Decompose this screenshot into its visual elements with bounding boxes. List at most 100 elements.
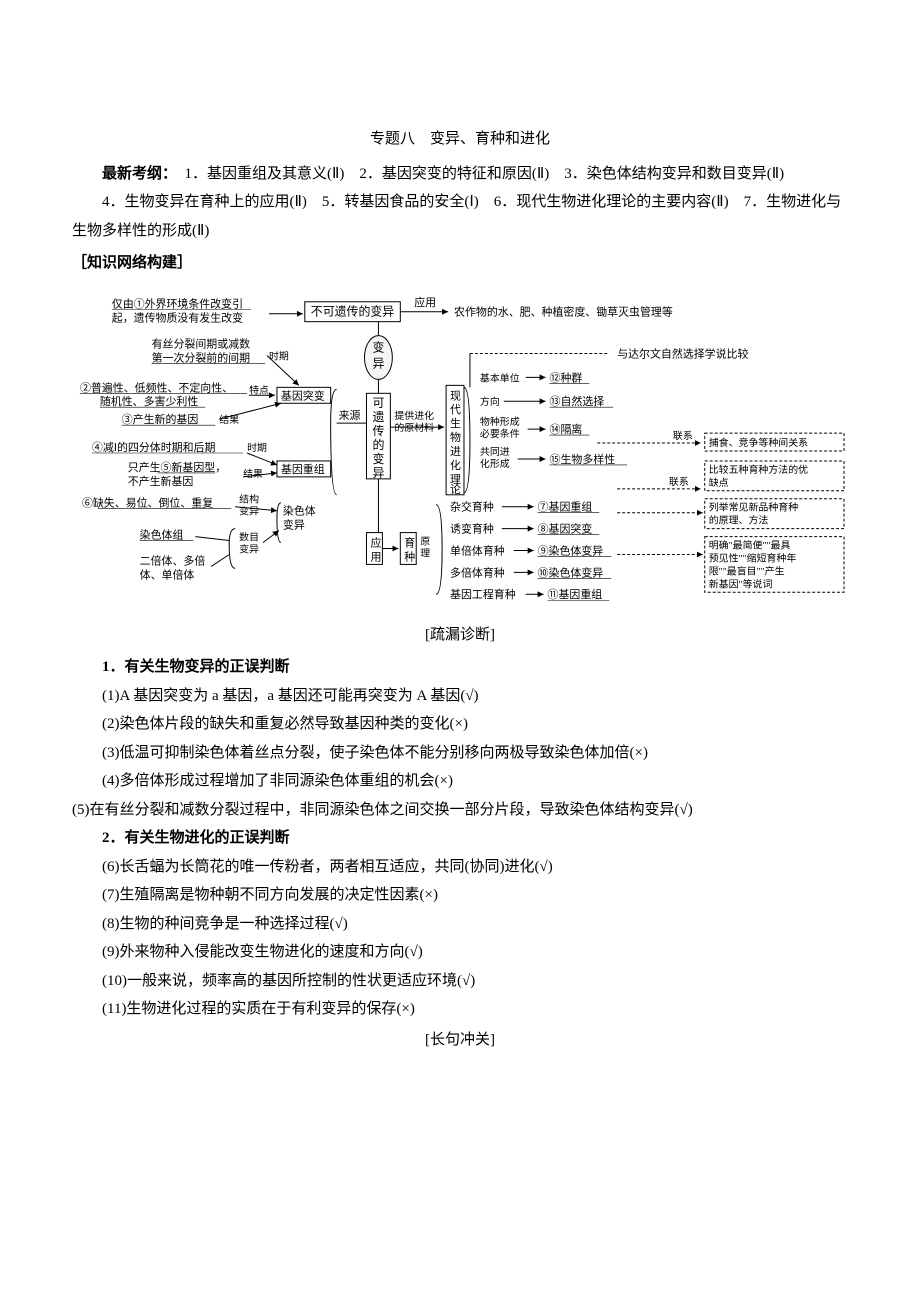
d1l1: 比较五种育种方法的优 (709, 462, 808, 475)
nh-box: 不可遗传的变异 (311, 304, 395, 318)
rec-t: ④减Ⅰ的四分体时期和后期 (92, 440, 216, 454)
chrom-n2: 变异 (239, 542, 259, 555)
mut-f-arr: 特点 (249, 384, 269, 396)
evo-unit-v: ⑫种群 (550, 370, 583, 384)
nh-left-l1: 仅由①外界环境条件改变引 (112, 296, 243, 310)
br1l: 杂交育种 (450, 499, 494, 513)
d2l1: 列举常见新品种育种 (709, 500, 799, 513)
q1-3: (3)低温可抑制染色体着丝点分裂，使子染色体不能分别移向两极导致染色体加倍(×) (72, 739, 848, 768)
her-c1: 可 (372, 396, 384, 410)
mut-r: ③产生新的基因 (122, 412, 199, 426)
bottom-subhead: [长句冲关] (72, 1026, 848, 1055)
br4r: ⑩染色体变异 (538, 565, 604, 579)
her-c6: 异 (372, 465, 384, 479)
evo-c6: 化 (450, 457, 461, 471)
rec-r1: 只产生⑤新基因型， (128, 459, 226, 473)
her-c2: 遗 (372, 410, 384, 424)
nh-right: 农作物的水、肥、种植密度、锄草灭虫管理等 (454, 304, 673, 318)
evo-spec2: 必要条件 (480, 427, 520, 440)
knowledge-diagram: 仅由①外界环境条件改变引 起，遗传物质没有发生改变 不可遗传的变异 应用 农作物… (72, 293, 848, 613)
evo-compare: 与达尔文自然选择学说比较 (617, 346, 748, 360)
evo-dir-v: ⑬自然选择 (550, 394, 605, 408)
outline-label: 最新考纲： (102, 166, 170, 182)
network-heading: ［知识网络构建］ (72, 249, 848, 278)
source-lbl: 来源 (339, 408, 361, 422)
q1-5: (5)在有丝分裂和减数分裂过程中，非同源染色体之间交换一部分片段，导致染色体结构… (72, 796, 848, 825)
outline-line2: 4．生物变异在育种上的应用(Ⅱ) 5．转基因食品的安全(Ⅰ) 6．现代生物进化理… (72, 188, 848, 245)
nh-app-lbl: 应用 (414, 294, 436, 308)
q2-7: (7)生殖隔离是物种朝不同方向发展的决定性因素(×) (72, 881, 848, 910)
evo-coev-v: ⑮生物多样性 (550, 451, 616, 465)
rec-r2: 不产生新基因 (128, 473, 194, 487)
rec-box: 基因重组 (281, 461, 325, 475)
evo-spec1: 物种形成 (480, 415, 520, 428)
diag-subhead: [疏漏诊断] (72, 621, 848, 650)
q1-head: 1．有关生物变异的正误判断 (72, 653, 848, 682)
breed-c2: 种 (404, 549, 415, 563)
chrom-big-l2: 变异 (283, 517, 305, 531)
q1-1: (1)A 基因突变为 a 基因，a 基因还可能再突变为 A 基因(√) (72, 682, 848, 711)
evo-unit-l: 基本单位 (480, 371, 520, 384)
link2: 联系 (669, 475, 689, 487)
chrom-p1: 二倍体、多倍 (140, 553, 206, 567)
evo-dir-l: 方向 (480, 395, 500, 408)
br1r: ⑦基因重组 (538, 499, 593, 513)
evo-c8: 论 (450, 481, 461, 495)
d3l1: 明确"最简便""最具 (709, 538, 791, 551)
br3r: ⑨染色体变异 (538, 543, 604, 557)
evo-c3: 生 (450, 416, 461, 430)
chrom-s: ⑥缺失、易位、倒位、重复 (82, 495, 213, 509)
evo-c5: 进 (450, 444, 461, 457)
evo-c1: 现 (450, 389, 461, 402)
chrom-grp: 染色体组 (140, 527, 184, 541)
chrom-big-l1: 染色体 (283, 503, 316, 517)
q2-6: (6)长舌蝠为长筒花的唯一传粉者，两者相互适应，共同(协同)进化(√) (72, 853, 848, 882)
mut-f2: 随机性、多害少利性 (100, 394, 198, 408)
her-c4: 的 (372, 438, 384, 452)
q1-2: (2)染色体片段的缺失和重复必然导致基因种类的变化(×) (72, 710, 848, 739)
evo-spec-v: ⑭隔离 (550, 422, 583, 436)
rec-r-arr: 结果 (243, 466, 263, 479)
nh-left-l2: 起，遗传物质没有发生改变 (112, 310, 243, 324)
chrom-p2: 体、单倍体 (140, 567, 195, 581)
q2-10: (10)一般来说，频率高的基因所控制的性状更适应环境(√) (72, 967, 848, 996)
her-c3: 传 (372, 424, 384, 438)
prov1: 提供进化 (394, 409, 434, 422)
q2-9: (9)外来物种入侵能改变生物进化的速度和方向(√) (72, 938, 848, 967)
evo-c4: 物 (450, 430, 461, 444)
mut-f1: ②普遍性、低频性、不定向性、 (80, 380, 233, 394)
her-c5: 变 (372, 451, 384, 465)
link1: 联系 (673, 430, 693, 442)
princ1: 原 (420, 535, 430, 547)
outline-text1: 1．基因重组及其意义(Ⅱ) 2．基因突变的特征和原因(Ⅱ) 3．染色体结构变异和… (170, 166, 785, 182)
outline-line1: 最新考纲： 1．基因重组及其意义(Ⅱ) 2．基因突变的特征和原因(Ⅱ) 3．染色… (72, 160, 848, 189)
d2l2: 的原理、方法 (709, 513, 769, 526)
rel-box: 捕食、竞争等种间关系 (709, 436, 808, 449)
d3l3: 限""最盲目""产生 (709, 564, 785, 577)
evo-c2: 代 (450, 403, 461, 416)
doc-title: 专题八 变异、育种和进化 (72, 125, 848, 154)
mut-t1: 有丝分裂间期或减数 (152, 336, 250, 350)
br5l: 基因工程育种 (450, 587, 516, 601)
br4l: 多倍体育种 (450, 565, 505, 579)
rec-t-arr: 时期 (247, 442, 267, 454)
mut-box: 基因突变 (281, 388, 325, 402)
var-char2: 异 (372, 356, 384, 370)
breed-c1: 育 (404, 535, 415, 549)
br2r: ⑧基因突变 (538, 521, 593, 535)
chrom-s-a1: 结构 (239, 492, 259, 505)
app-c1: 应 (370, 535, 381, 549)
princ2: 理 (420, 547, 430, 559)
chrom-s-a2: 变异 (239, 504, 259, 517)
br3l: 单倍体育种 (450, 543, 505, 557)
evo-coev1: 共同进 (480, 445, 510, 457)
prov2: 的原材料 (394, 421, 434, 434)
d1l2: 缺点 (709, 475, 729, 488)
app-c2: 用 (370, 551, 381, 563)
evo-coev2: 化形成 (480, 456, 510, 469)
br2l: 诱变育种 (450, 521, 494, 535)
q2-head: 2．有关生物进化的正误判断 (72, 824, 848, 853)
d3l4: 新基因"等说词 (709, 577, 773, 590)
chrom-n1: 数目 (239, 530, 259, 543)
var-char1: 变 (372, 340, 384, 354)
